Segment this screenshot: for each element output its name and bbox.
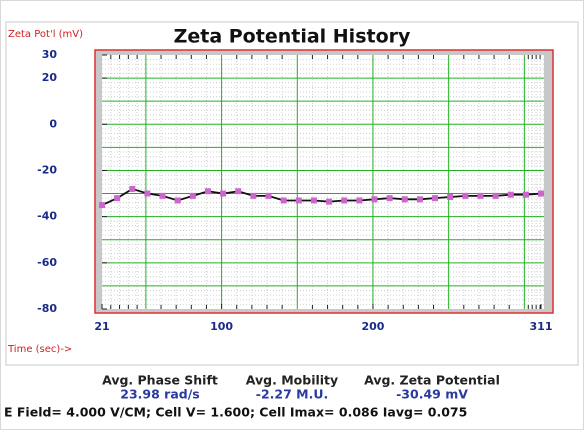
x-axis-label: Time (sec)-> [7,344,72,355]
data-point [174,197,181,204]
data-point [144,190,151,197]
data-point [326,198,333,205]
plot-area [102,55,544,309]
stat-label: Avg. Mobility [246,373,338,388]
data-point [159,192,166,199]
y-tick-label: 20 [42,71,58,84]
y-tick-label: -20 [37,163,57,176]
data-point [432,195,439,202]
data-point [235,188,242,195]
data-point [295,197,302,204]
y-tick-label: -80 [37,302,57,315]
data-point [220,190,227,197]
data-point [280,197,287,204]
stat-label: Avg. Phase Shift [102,373,218,388]
data-point [386,195,393,202]
data-point [356,197,363,204]
y-tick-label: 0 [49,117,57,130]
x-tick-label: 100 [210,320,233,333]
data-point [189,192,196,199]
x-tick-label: 200 [361,320,384,333]
stat-value: -30.49 mV [396,387,468,402]
data-point [507,191,514,198]
data-point [401,196,408,203]
data-point [492,192,499,199]
data-point [99,202,105,209]
data-point [416,196,423,203]
stat-label: Avg. Zeta Potential [364,373,500,388]
y-tick-label: 30 [42,48,58,61]
stat-value: 23.98 rad/s [120,387,199,402]
data-point [204,188,211,195]
data-point [522,191,529,198]
y-tick-label: -40 [37,210,57,223]
data-point [477,192,484,199]
y-tick-label: -60 [37,256,57,269]
data-point [129,185,136,192]
data-point [447,194,454,201]
data-point [462,192,469,199]
chart-title: Zeta Potential History [174,26,411,48]
data-point [265,192,272,199]
footer: E Field= 4.000 V/CM; Cell V= 1.600; Cell… [4,405,467,420]
data-point [538,190,544,197]
x-tick-label: 311 [530,320,553,333]
x-tick-label: 21 [94,320,109,333]
data-point [341,197,348,204]
stat-value: -2.27 M.U. [256,387,328,402]
data-point [310,197,317,204]
y-axis-label: Zeta Pot'l (mV) [8,29,83,40]
data-point [250,192,257,199]
data-point [371,196,378,203]
data-point [114,195,121,202]
